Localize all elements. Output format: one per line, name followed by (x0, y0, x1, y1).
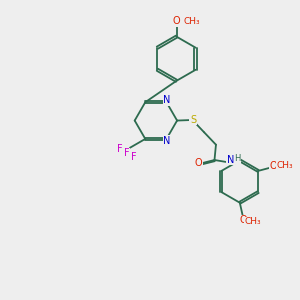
Text: F: F (131, 152, 136, 162)
Text: CH₃: CH₃ (184, 17, 200, 26)
Text: O: O (173, 16, 180, 26)
Text: H: H (234, 154, 241, 163)
Text: F: F (117, 144, 122, 154)
Text: S: S (190, 115, 196, 125)
Text: O: O (270, 161, 278, 171)
Text: N: N (164, 136, 171, 146)
Text: CH₃: CH₃ (244, 217, 261, 226)
Text: CH₃: CH₃ (276, 161, 293, 170)
Text: F: F (124, 148, 130, 158)
Text: O: O (239, 215, 247, 225)
Text: N: N (227, 155, 234, 165)
Text: N: N (164, 95, 171, 105)
Text: O: O (195, 158, 203, 168)
